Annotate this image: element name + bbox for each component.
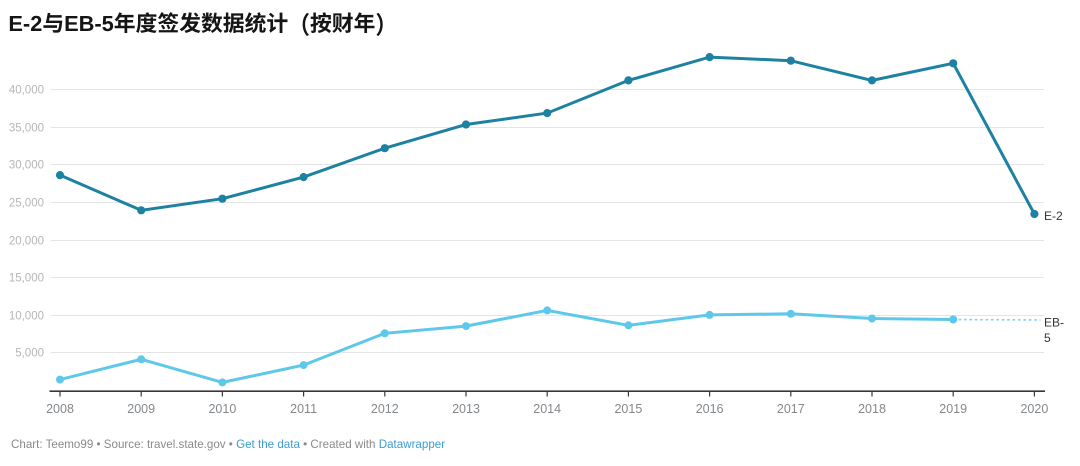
svg-text:2009: 2009 [127, 402, 155, 416]
svg-text:40,000: 40,000 [9, 85, 44, 97]
svg-text:5,000: 5,000 [15, 348, 44, 360]
svg-text:2014: 2014 [533, 402, 561, 416]
svg-text:2012: 2012 [371, 402, 399, 416]
svg-text:2017: 2017 [777, 402, 805, 416]
svg-text:2008: 2008 [46, 402, 74, 416]
svg-text:10,000: 10,000 [9, 311, 44, 323]
svg-text:15,000: 15,000 [9, 273, 44, 285]
svg-text:30,000: 30,000 [9, 160, 44, 172]
svg-text:2016: 2016 [696, 402, 724, 416]
svg-text:2011: 2011 [290, 402, 317, 416]
svg-text:2015: 2015 [614, 402, 642, 416]
svg-text:2019: 2019 [939, 402, 967, 416]
svg-text:5: 5 [1044, 331, 1051, 345]
svg-text:35,000: 35,000 [9, 123, 44, 135]
svg-text:25,000: 25,000 [9, 198, 44, 210]
svg-text:EB-: EB- [1044, 316, 1064, 330]
svg-text:2013: 2013 [452, 402, 480, 416]
svg-text:2018: 2018 [858, 402, 886, 416]
svg-text:20,000: 20,000 [9, 236, 44, 248]
svg-text:2010: 2010 [208, 402, 236, 416]
svg-text:E-2: E-2 [1044, 209, 1063, 223]
svg-text:2020: 2020 [1020, 402, 1048, 416]
